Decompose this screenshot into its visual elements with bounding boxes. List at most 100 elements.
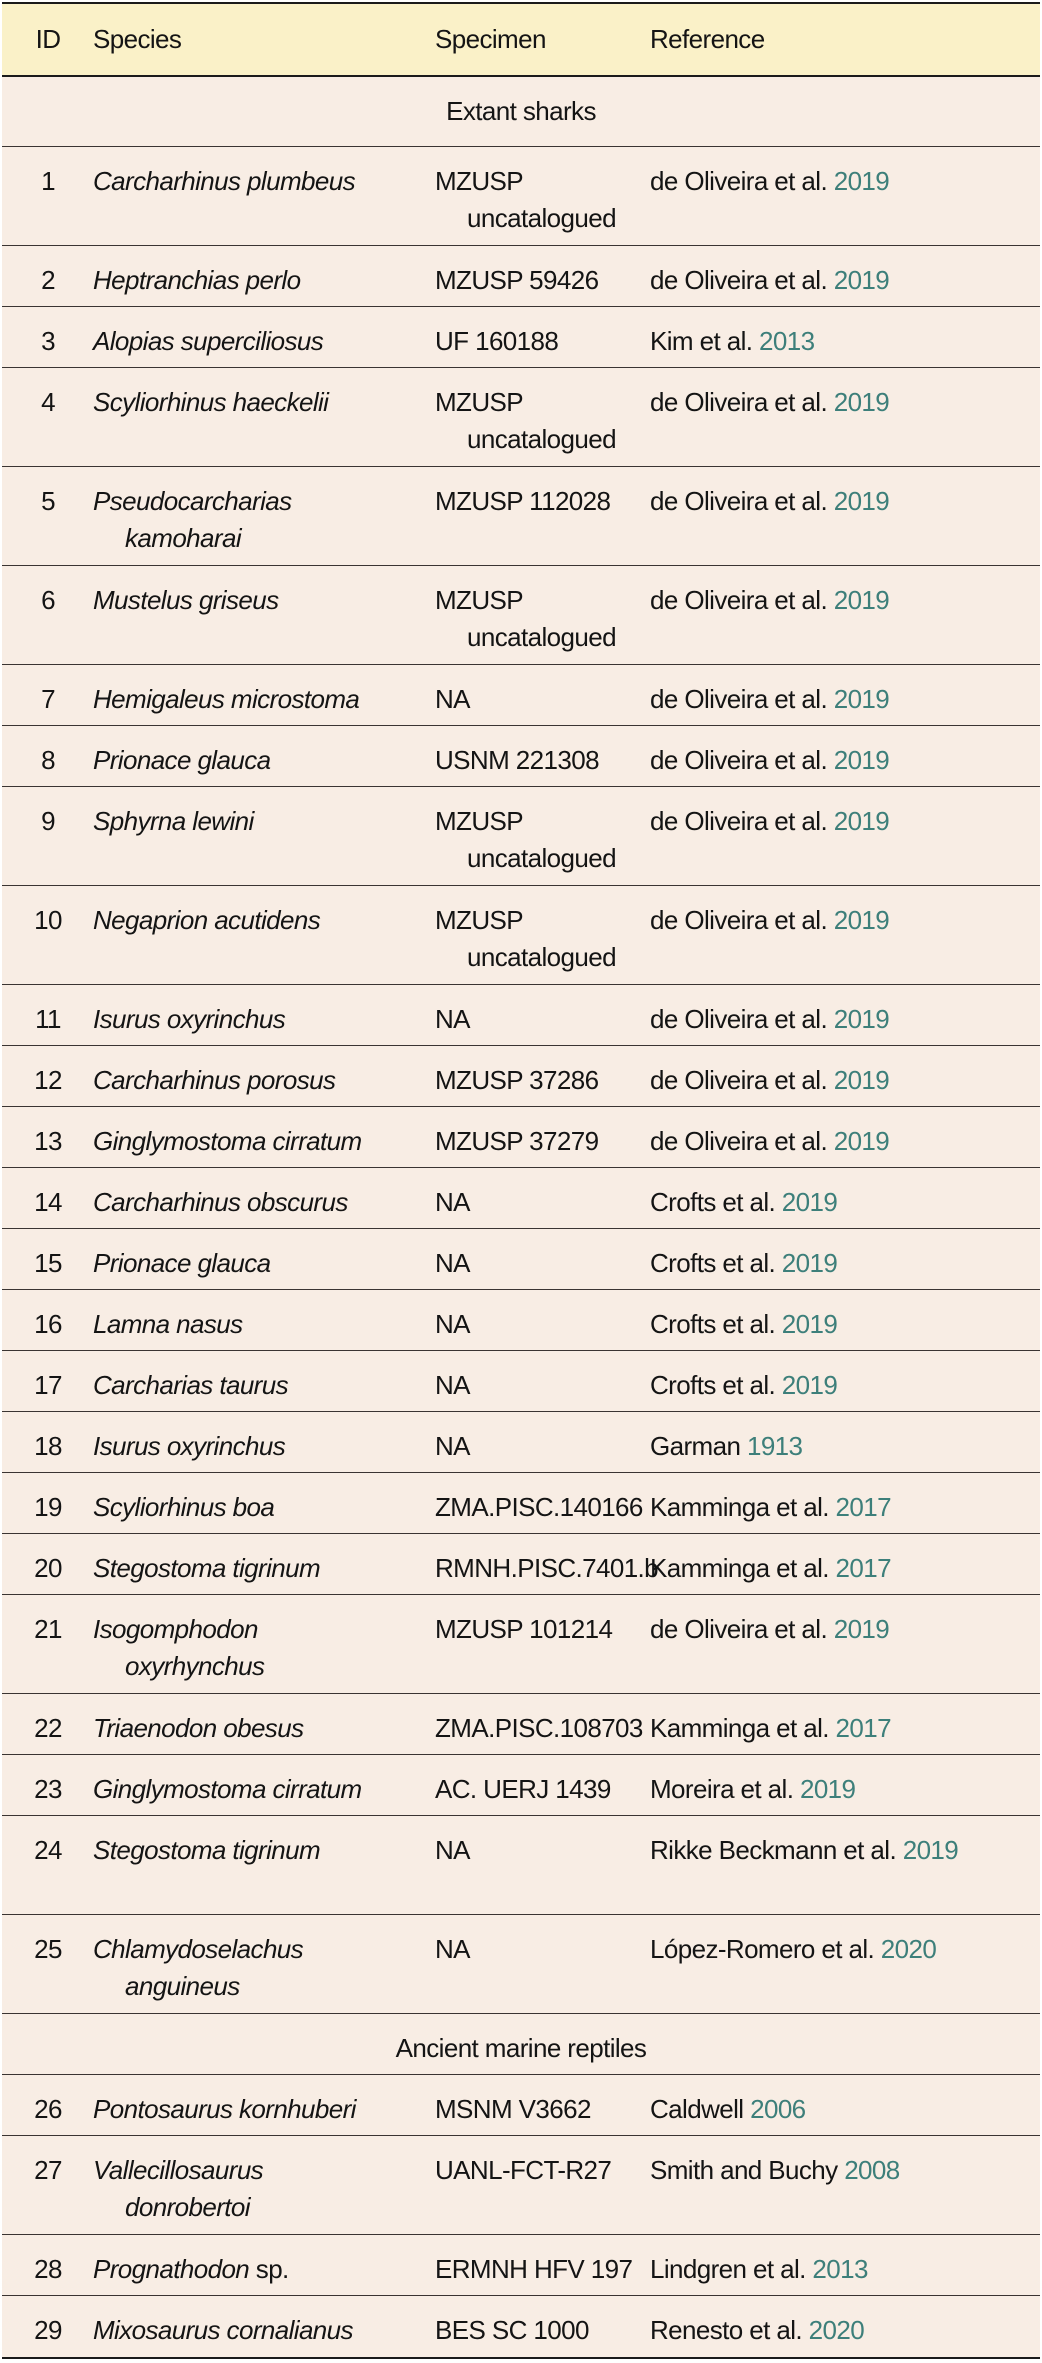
row-species: Hemigaleus microstoma: [93, 681, 460, 718]
row-reference: Caldwell 2006: [650, 2091, 1042, 2128]
reference-year-link[interactable]: 1913: [746, 1431, 803, 1461]
reference-year-link[interactable]: 2019: [833, 265, 890, 295]
row-id: 13: [34, 1126, 62, 1156]
species-name: Negaprion acutidens: [93, 905, 321, 935]
row-reference: de Oliveira et al. 2019: [650, 803, 1042, 840]
row-id: 27: [34, 2155, 62, 2185]
reference-year-link[interactable]: 2019: [799, 1774, 856, 1804]
reference-year-link[interactable]: 2019: [833, 806, 890, 836]
row-id: 26: [34, 2094, 62, 2124]
reference-year-link[interactable]: 2013: [759, 326, 815, 356]
row-reference: Garman 1913: [650, 1428, 1042, 1465]
reference-year-link[interactable]: 2019: [833, 387, 890, 417]
row-reference: Crofts et al. 2019: [650, 1306, 1042, 1343]
reference-year-link[interactable]: 2019: [781, 1309, 838, 1339]
table-row: 28 Prognathodon sp. ERMNH HFV 197 Lindgren …: [2, 2235, 1040, 2296]
reference-year-link[interactable]: 2019: [833, 1126, 890, 1156]
species-name: Alopias superciliosus: [93, 326, 324, 356]
row-species: Pontosaurus kornhuberi: [93, 2091, 460, 2128]
row-species: Pseudocarcharias kamoharai: [93, 483, 375, 557]
reference-year-link[interactable]: 2017: [835, 1713, 892, 1743]
row-reference: de Oliveira et al. 2019: [650, 163, 1042, 200]
table-row: 23 Ginglymostoma cirratum AC. UERJ 1439 Mor…: [2, 1755, 1040, 1816]
row-id: 28: [34, 2254, 62, 2284]
row-species: Sphyrna lewini: [93, 803, 460, 840]
row-id: 10: [34, 905, 62, 935]
reference-authors: de Oliveira et al.: [650, 486, 828, 516]
species-name: Scyliorhinus haeckelii: [93, 387, 329, 417]
reference-authors: Garman: [650, 1431, 741, 1461]
reference-year-link[interactable]: 2019: [833, 1614, 890, 1644]
species-name: Heptranchias perlo: [93, 265, 301, 295]
reference-year-link[interactable]: 2017: [835, 1553, 892, 1583]
species-name: Carcharias taurus: [93, 1370, 289, 1400]
table-row: 2 Heptranchias perlo MZUSP 59426 de Oliveir…: [2, 246, 1040, 307]
table-row: 5 Pseudocarcharias kamoharai MZUSP 112028 d…: [2, 467, 1040, 566]
species-name: Pontosaurus kornhuberi: [93, 2094, 356, 2124]
row-specimen: UF 160188: [435, 326, 559, 356]
reference-year-link[interactable]: 2019: [833, 745, 890, 775]
reference-authors: de Oliveira et al.: [650, 1004, 828, 1034]
header-species: Species: [93, 24, 182, 54]
row-reference: de Oliveira et al. 2019: [650, 1062, 1042, 1099]
reference-authors: de Oliveira et al.: [650, 1126, 828, 1156]
reference-year-link[interactable]: 2006: [750, 2094, 806, 2124]
row-reference: Smith and Buchy 2008: [650, 2152, 1042, 2189]
reference-year-link[interactable]: 2019: [833, 684, 890, 714]
row-specimen: MZUSP 112028: [435, 486, 611, 516]
reference-authors: Renesto et al.: [650, 2315, 803, 2345]
row-species: Stegostoma tigrinum: [93, 1832, 460, 1869]
reference-year-link[interactable]: 2019: [902, 1835, 959, 1865]
table-row: 18 Isurus oxyrinchus NA Garman 1913: [2, 1412, 1040, 1473]
reference-authors: Kim et al.: [650, 326, 753, 356]
reference-authors: de Oliveira et al.: [650, 684, 828, 714]
row-reference: Crofts et al. 2019: [650, 1245, 1042, 1282]
reference-year-link[interactable]: 2019: [833, 905, 890, 935]
row-id: 24: [34, 1835, 62, 1865]
reference-year-link[interactable]: 2019: [781, 1187, 838, 1217]
reference-year-link[interactable]: 2019: [833, 486, 890, 516]
reference-year-link[interactable]: 2019: [833, 1004, 890, 1034]
row-reference: de Oliveira et al. 2019: [650, 1001, 1042, 1038]
table-row: 19 Scyliorhinus boa ZMA.PISC.140166 Kamming…: [2, 1473, 1040, 1534]
species-name: Scyliorhinus boa: [93, 1492, 275, 1522]
header-specimen: Specimen: [435, 24, 546, 54]
reference-authors: de Oliveira et al.: [650, 585, 828, 615]
reference-authors: Crofts et al.: [650, 1248, 776, 1278]
row-species: Ginglymostoma cirratum: [93, 1123, 460, 1160]
row-species: Prognathodon sp.: [93, 2251, 460, 2288]
row-reference: de Oliveira et al. 2019: [650, 902, 1042, 939]
reference-authors: Rikke Beckmann et al.: [650, 1835, 897, 1865]
reference-authors: de Oliveira et al.: [650, 745, 828, 775]
reference-authors: Caldwell: [650, 2094, 744, 2124]
table-row: 8 Prionace glauca USNM 221308 de Oliveira e…: [2, 726, 1040, 787]
reference-year-link[interactable]: 2019: [781, 1248, 838, 1278]
row-id: 23: [34, 1774, 62, 1804]
row-specimen: ZMA.PISC.108703: [435, 1713, 643, 1743]
table-row: 21 Isogomphodon oxyrhynchus MZUSP 101214 de…: [2, 1595, 1040, 1694]
row-reference: de Oliveira et al. 2019: [650, 384, 1042, 421]
reference-year-link[interactable]: 2019: [833, 166, 890, 196]
species-name: Ginglymostoma cirratum: [93, 1126, 362, 1156]
reference-year-link[interactable]: 2019: [833, 1065, 890, 1095]
row-species: Vallecillosaurus donrobertoi: [93, 2152, 375, 2226]
reference-year-link[interactable]: 2019: [781, 1370, 838, 1400]
reference-year-link[interactable]: 2019: [833, 585, 890, 615]
species-suffix: sp.: [255, 2254, 289, 2284]
row-reference: Rikke Beckmann et al. 2019: [650, 1832, 972, 1869]
table-row: 14 Carcharhinus obscurus NA Crofts et al. 2…: [2, 1168, 1040, 1229]
reference-year-link[interactable]: 2013: [812, 2254, 868, 2284]
reference-year-link[interactable]: 2020: [808, 2315, 865, 2345]
species-name: Prognathodon: [93, 2254, 250, 2284]
reference-year-link[interactable]: 2017: [835, 1492, 892, 1522]
reference-authors: Crofts et al.: [650, 1187, 776, 1217]
reference-year-link[interactable]: 2008: [844, 2155, 900, 2185]
row-specimen: MZUSP uncatalogued: [435, 905, 617, 972]
row-specimen: NA: [435, 1309, 471, 1339]
row-id: 18: [34, 1431, 62, 1461]
row-species: Scyliorhinus haeckelii: [93, 384, 460, 421]
row-species: Isogomphodon oxyrhynchus: [93, 1611, 375, 1685]
row-reference: de Oliveira et al. 2019: [650, 1611, 1042, 1648]
row-specimen: NA: [435, 684, 471, 714]
reference-year-link[interactable]: 2020: [880, 1934, 937, 1964]
